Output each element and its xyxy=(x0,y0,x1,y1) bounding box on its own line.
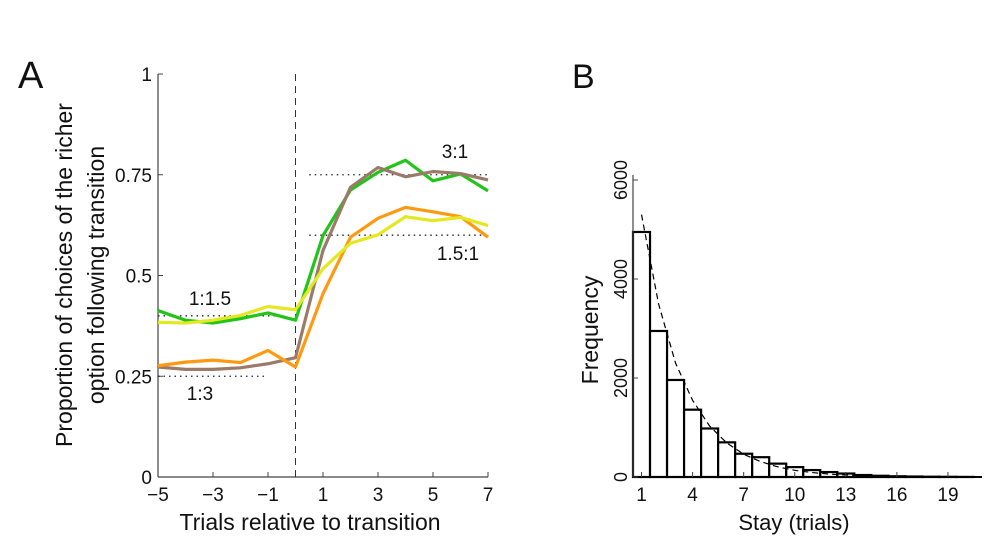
reference-label: 1.5:1 xyxy=(437,244,479,265)
chart-b-ylabel: Frequency xyxy=(577,275,603,384)
reference-label: 3:1 xyxy=(442,142,468,163)
y-tick-label: 1 xyxy=(141,65,152,86)
y-tick-label: 2000 xyxy=(611,358,631,398)
panel-label-a: A xyxy=(18,55,44,97)
histogram-bar xyxy=(665,378,686,479)
chart-a: 0 0.25 0.5 0.75 1 −5 −3 −1 1 3 5 7 3:1 1.5:1 1:1.5 1:3 xyxy=(115,65,493,506)
x-tick-label: 19 xyxy=(937,485,958,506)
x-tick-label: −3 xyxy=(202,485,224,506)
histogram-bar xyxy=(648,329,669,479)
y-tick-label: 0.5 xyxy=(126,267,152,288)
chart-b: 0 2000 4000 6000 1 4 7 10 13 16 19 xyxy=(611,160,982,506)
x-tick-label: 16 xyxy=(886,485,907,506)
x-tick-label: 7 xyxy=(738,485,749,506)
panel-label-b: B xyxy=(572,58,595,96)
y-tick-label: 0 xyxy=(611,472,631,482)
x-tick-label: 3 xyxy=(373,485,384,506)
chart-a-xlabel: Trials relative to transition xyxy=(179,509,440,535)
x-tick-label: 5 xyxy=(428,485,439,506)
reference-label: 1:1.5 xyxy=(189,289,231,310)
y-tick-label: 0 xyxy=(141,468,152,489)
x-tick-label: −5 xyxy=(147,485,169,506)
series-line xyxy=(157,158,489,325)
histogram-bar xyxy=(631,230,652,479)
y-tick-label: 6000 xyxy=(611,160,631,200)
series-line xyxy=(157,205,489,369)
x-tick-label: 1 xyxy=(318,485,329,506)
x-tick-label: 10 xyxy=(784,485,805,506)
histogram-bar xyxy=(682,408,703,479)
histogram-bar xyxy=(699,427,720,479)
y-tick-label: 0.75 xyxy=(115,166,152,187)
chart-a-ylabel-line2: option following transition xyxy=(83,146,109,404)
chart-a-ylabel-line1: Proportion of choices of the richer xyxy=(51,103,77,447)
reference-label: 1:3 xyxy=(187,384,213,405)
chart-b-xlabel: Stay (trials) xyxy=(738,510,849,535)
y-tick-label: 4000 xyxy=(611,259,631,299)
x-tick-label: 7 xyxy=(483,485,494,506)
histogram-bar xyxy=(768,462,788,479)
x-tick-label: 4 xyxy=(687,485,698,506)
series-line xyxy=(157,215,489,325)
histogram-bar xyxy=(751,456,771,479)
x-tick-label: −1 xyxy=(257,485,279,506)
fit-curve xyxy=(640,214,965,478)
x-tick-label: 1 xyxy=(636,485,647,506)
x-tick-label: 13 xyxy=(835,485,856,506)
series-line xyxy=(157,165,489,371)
y-tick-label: 0.25 xyxy=(115,367,152,388)
